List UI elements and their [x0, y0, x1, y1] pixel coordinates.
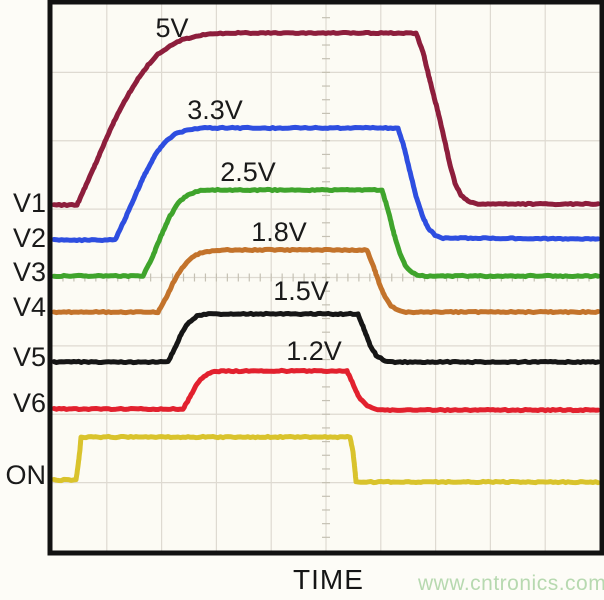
trace-v2 — [51, 124, 601, 244]
labels: ON 1.2V V6 1.5V V5 1.8V V4 2.5V V3 3.3V V2 5V V1 — [6, 13, 342, 490]
trace-label-v1: 5V — [155, 13, 188, 43]
x-axis-label: TIME — [293, 564, 364, 595]
trace-label-v5: 1.5V — [273, 276, 329, 306]
left-label-on: ON — [6, 460, 47, 490]
trace-label-v2: 3.3V — [187, 95, 243, 125]
traces — [51, 29, 601, 486]
trace-v6 — [51, 367, 601, 414]
trace-v5 — [51, 310, 601, 366]
trace-v1 — [51, 29, 601, 208]
plot-border — [47, 0, 604, 556]
trace-v3 — [51, 186, 601, 280]
left-label-v6: V6 — [13, 388, 46, 418]
left-label-v2: V2 — [13, 223, 46, 253]
trace-label-v6: 1.2V — [286, 336, 342, 366]
left-label-v1: V1 — [13, 188, 46, 218]
left-label-v5: V5 — [13, 342, 46, 372]
trace-label-v4: 1.8V — [251, 217, 307, 247]
trace-on — [51, 433, 601, 486]
trace-v4 — [51, 246, 601, 316]
trace-label-v3: 2.5V — [220, 157, 276, 187]
left-label-v4: V4 — [13, 292, 46, 322]
left-label-v3: V3 — [13, 257, 46, 287]
watermark: www.cntronics.com — [418, 572, 604, 595]
